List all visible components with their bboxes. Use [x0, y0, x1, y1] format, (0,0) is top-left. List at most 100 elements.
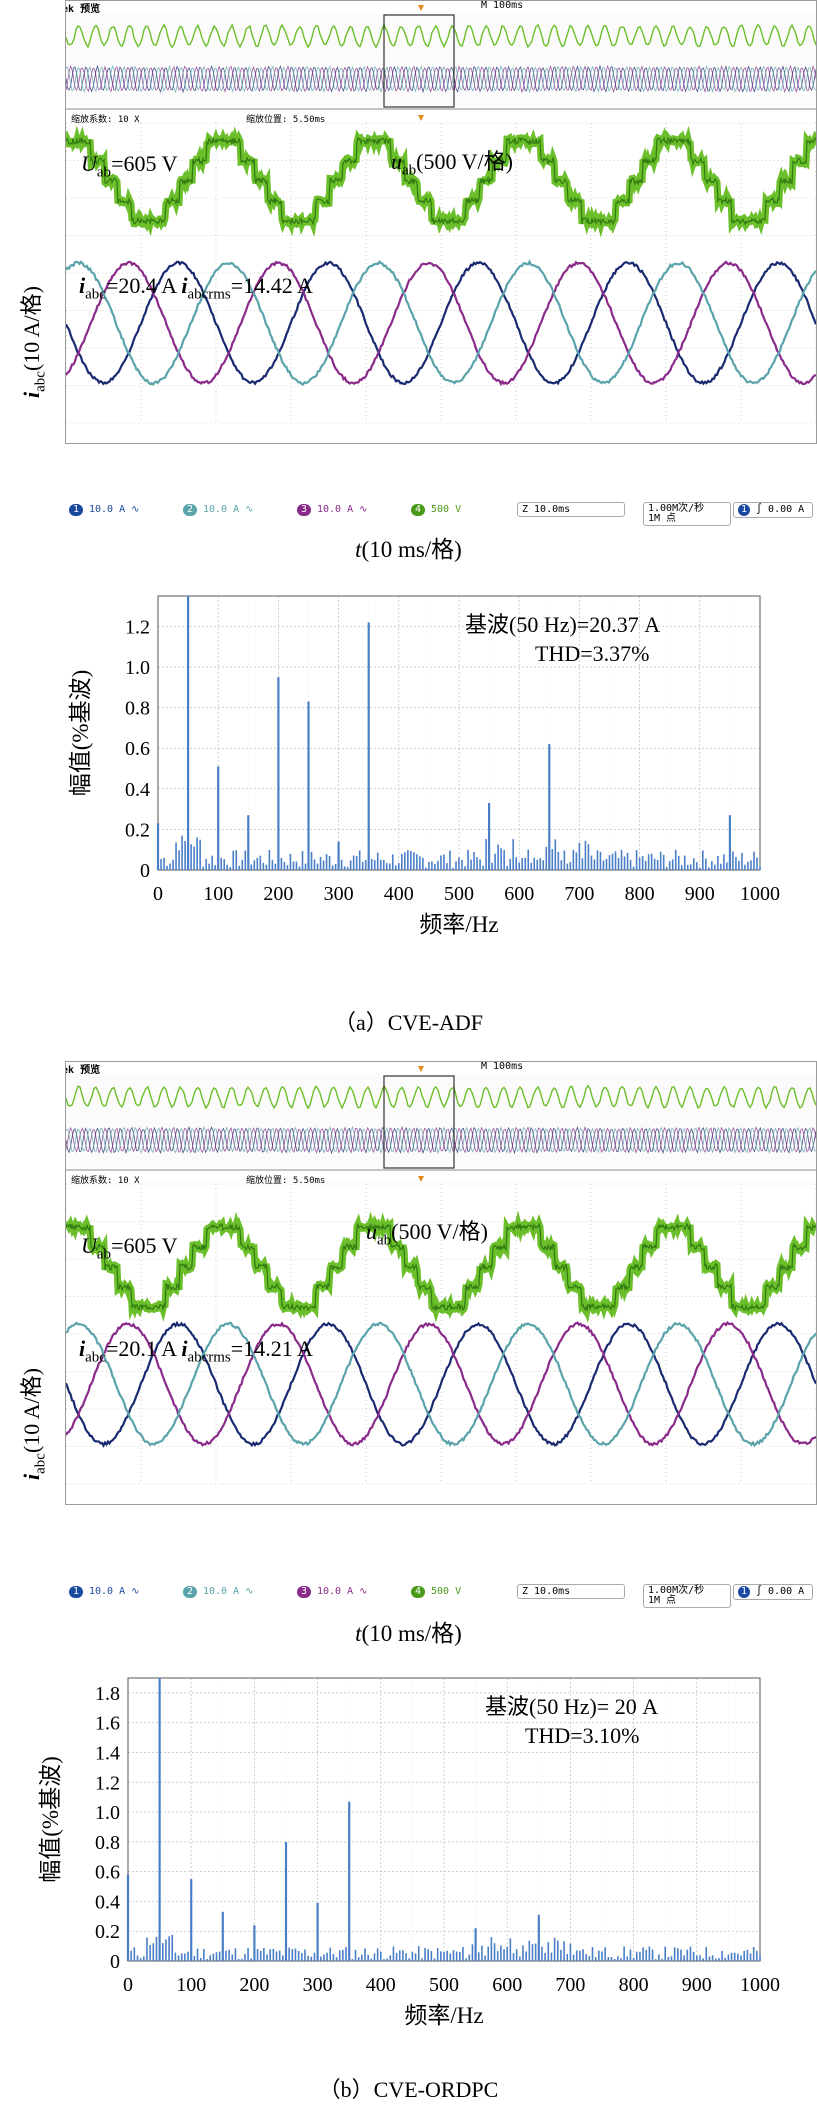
overview-current-trace — [66, 64, 816, 94]
y-tick-label: 1.8 — [95, 1683, 120, 1705]
x-tick-label: 0 — [123, 1974, 133, 1996]
y-tick-label: 0.4 — [125, 779, 150, 801]
current-peak-label: iabc=20.1 A iabcrms=14.21 A — [79, 1336, 313, 1366]
zoom-window — [383, 14, 455, 108]
voltage-scale-sub: ab — [402, 162, 417, 179]
x-axis-symbol-b: t — [355, 1621, 362, 1646]
phase-current-trace — [66, 259, 816, 386]
y-axis-symbol-a: i — [19, 391, 44, 398]
trigger-marker — [418, 1176, 424, 1182]
voltage-scale-symbol: u — [391, 149, 402, 174]
y-axis-symbol-b: i — [19, 1473, 44, 1480]
y-tick-label: 0.4 — [95, 1891, 120, 1913]
channel-1-setting[interactable]: 1 10.0 A ∿ — [69, 504, 140, 516]
y-tick-label: 0.8 — [125, 698, 150, 720]
phase-current-trace — [66, 1321, 816, 1448]
channel-4-setting[interactable]: 4 500 V — [411, 504, 461, 516]
current-rms-sub: abcrms — [187, 1349, 231, 1366]
channel-2-setting[interactable]: 2 10.0 A ∿ — [183, 504, 254, 516]
phase-current-trace — [66, 1320, 816, 1448]
oscilloscope-screen: Tek 预览 M 100ms 缩放系数: 10 X 缩放位置: 5.50ms U… — [65, 1061, 817, 1505]
y-tick-label: 0.2 — [95, 1921, 120, 1943]
trigger-marker — [418, 1066, 424, 1072]
overview-strip — [66, 13, 816, 107]
voltage-label: Uab=605 V — [81, 1233, 177, 1263]
y-tick-label: 1.6 — [95, 1713, 120, 1735]
y-tick-label: 1.2 — [95, 1772, 120, 1794]
thd-label: THD=3.37% — [535, 641, 650, 666]
harmonic-spectrum-chart: 0 0.2 0.4 0.6 0.8 1.0 1.2 1.4 1.6 1.8 0 100 200 300 40… — [38, 1677, 780, 2028]
y-axis-sub-a: abc — [32, 371, 49, 392]
y-tick-label: 0.8 — [95, 1832, 120, 1854]
x-tick-label: 600 — [504, 883, 534, 905]
y-axis-text-b: (10 A/格) — [19, 1368, 44, 1454]
overview-strip — [66, 1074, 816, 1168]
voltage-symbol: U — [81, 1233, 97, 1258]
x-axis-text-b: (10 ms/格) — [361, 1621, 462, 1646]
x-tick-label: 500 — [444, 883, 474, 905]
overview-current-trace — [66, 64, 816, 94]
channel-2-setting[interactable]: 2 10.0 A ∿ — [183, 1586, 254, 1598]
zoom-window — [383, 1075, 455, 1169]
channel-bar: 1 10.0 A ∿ 2 10.0 A ∿ 3 10.0 A ∿ 4 500 V Z 1… — [65, 500, 815, 526]
overview-current-trace — [66, 1125, 816, 1155]
ch4-value: 500 V — [431, 504, 462, 515]
voltage-sub: ab — [96, 1246, 112, 1263]
x-tick-label: 200 — [239, 1974, 269, 1996]
channel-3-setting[interactable]: 3 10.0 A ∿ — [297, 504, 368, 516]
current-symbol: i — [79, 273, 86, 298]
trigger-level: 0.00 A — [768, 504, 805, 515]
voltage-trace — [66, 136, 816, 227]
overview-current-trace — [66, 64, 816, 94]
voltage-scale-value: (500 V/格) — [391, 1219, 488, 1244]
channel-bar: 1 10.0 A ∿ 2 10.0 A ∿ 3 10.0 A ∿ 4 500 V Z 1… — [65, 1582, 815, 1608]
sample-rate-box[interactable]: 1.00M次/秒 1M 点 — [643, 502, 731, 526]
x-axis-label: 频率/Hz — [404, 2003, 483, 2028]
y-axis-label-a: iabc(10 A/格) — [14, 286, 49, 398]
y-axis-sub-b: abc — [32, 1453, 49, 1474]
record-length: 1M 点 — [648, 513, 677, 524]
scope-header-left: Tek 预览 — [66, 1065, 101, 1076]
ch3-value: 10.0 A — [317, 504, 354, 515]
channel-1-setting[interactable]: 1 10.0 A ∿ — [69, 1586, 140, 1598]
voltage-scale-sub: ab — [377, 1232, 392, 1249]
scope-header-right: M 100ms — [481, 0, 524, 11]
harmonic-spectrum-chart: 0 0.2 0.4 0.6 0.8 1.0 1.2 0 100 200 300 400 500 600 70… — [68, 595, 780, 937]
x-axis-symbol-a: t — [355, 537, 362, 562]
overview-current-trace — [66, 1125, 816, 1155]
trigger-level: 0.00 A — [768, 1586, 805, 1597]
trigger-box[interactable]: 1 ∫ 0.00 A — [733, 1584, 813, 1600]
x-tick-label: 900 — [685, 883, 715, 905]
y-tick-label: 0.6 — [125, 738, 150, 760]
ch1-value: 10.0 A — [89, 1586, 126, 1597]
voltage-scale-label: uab(500 V/格) — [391, 144, 513, 179]
x-tick-label: 400 — [384, 883, 414, 905]
trigger-marker — [418, 5, 424, 11]
x-tick-label: 1000 — [740, 883, 780, 905]
y-tick-label: 0 — [110, 1951, 120, 1973]
channel-3-setting[interactable]: 3 10.0 A ∿ — [297, 1586, 368, 1598]
trigger-box[interactable]: 1 ∫ 0.00 A — [733, 502, 813, 518]
y-axis-text-a: (10 A/格) — [19, 286, 44, 372]
y-tick-label: 1.0 — [125, 657, 150, 679]
sample-rate-box[interactable]: 1.00M次/秒 1M 点 — [643, 1584, 731, 1608]
x-tick-label: 900 — [682, 1974, 712, 1996]
timebase-box[interactable]: Z 10.0ms — [517, 502, 625, 517]
x-tick-label: 100 — [203, 883, 233, 905]
current-value: =20.1 A — [105, 1336, 176, 1361]
voltage-label: Uab=605 V — [81, 151, 177, 181]
y-tick-label: 0.6 — [95, 1862, 120, 1884]
timebase-box[interactable]: Z 10.0ms — [517, 1584, 625, 1599]
voltage-scale-value: (500 V/格) — [416, 149, 513, 174]
current-rms-value: =14.21 A — [230, 1336, 313, 1361]
fundamental-label: 基波(50 Hz)= 20 A — [485, 1694, 659, 1719]
oscilloscope-waveforms — [66, 5, 816, 424]
thd-label: THD=3.10% — [525, 1723, 640, 1748]
x-tick-label: 100 — [176, 1974, 206, 1996]
phase-current-trace — [66, 260, 816, 387]
y-axis-label: 幅值(%基波) — [38, 1756, 63, 1882]
channel-4-setting[interactable]: 4 500 V — [411, 1586, 461, 1598]
voltage-scale-label: uab(500 V/格) — [366, 1214, 488, 1249]
x-tick-label: 400 — [366, 1974, 396, 1996]
zoom-position: 缩放位置: 5.50ms — [246, 115, 326, 125]
